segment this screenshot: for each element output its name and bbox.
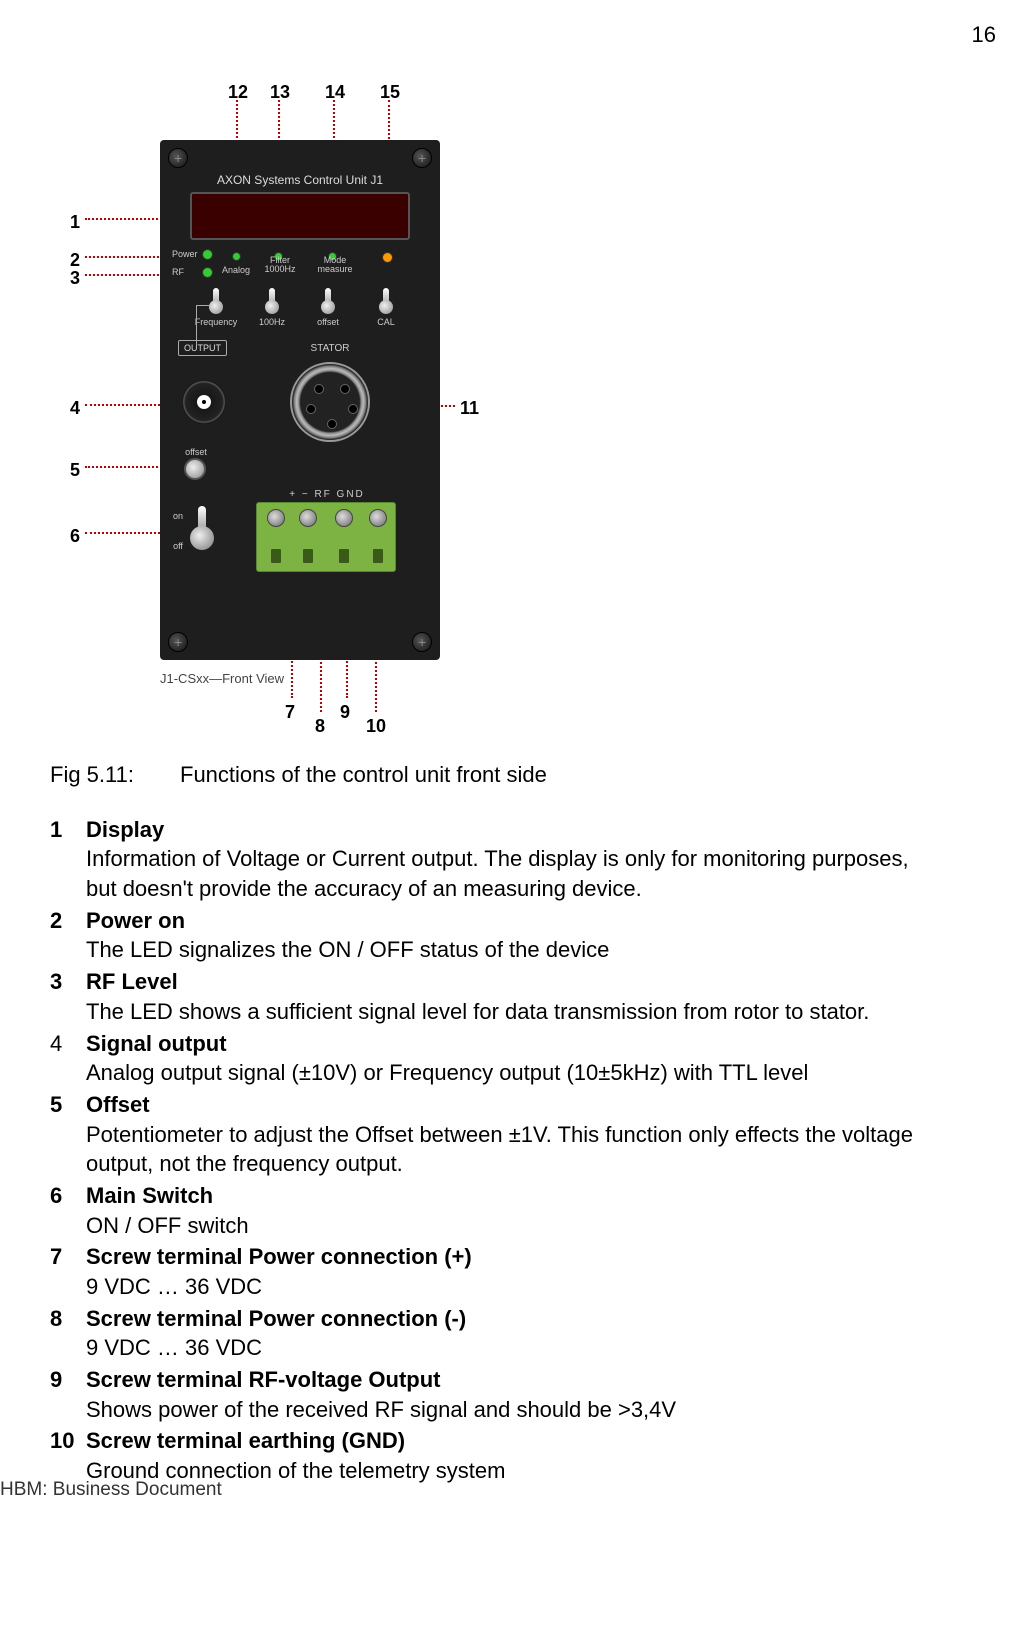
callout-11: 11 — [460, 396, 479, 420]
callout-7: 7 — [285, 700, 295, 724]
offset-sw-label: offset — [308, 316, 348, 328]
list-item: 2Power onThe LED signalizes the ON / OFF… — [50, 906, 936, 965]
cal-led-icon — [382, 252, 393, 263]
bnc-output-connector-icon — [182, 380, 226, 424]
page-number: 16 — [972, 20, 996, 50]
connector-line — [196, 305, 210, 306]
figure-caption: Fig 5.11: Functions of the control unit … — [50, 760, 976, 790]
callout-12: 12 — [228, 80, 248, 104]
callout-6: 6 — [70, 524, 80, 548]
front-view-label: J1-CSxx—Front View — [160, 670, 284, 688]
filter-switch — [264, 288, 280, 314]
offset-switch — [320, 288, 336, 314]
list-title: Offset — [86, 1092, 150, 1117]
cal-label: CAL — [368, 316, 404, 328]
output-box-label: OUTPUT — [178, 340, 227, 356]
display-window — [190, 192, 410, 240]
analog-label: Analog — [218, 264, 254, 276]
list-item: 9Screw terminal RF-voltage OutputShows p… — [50, 1365, 936, 1424]
list-title: Screw terminal Power connection (-) — [86, 1306, 466, 1331]
list-desc: 9 VDC … 36 VDC — [86, 1335, 262, 1360]
list-title: Main Switch — [86, 1183, 213, 1208]
callout-4: 4 — [70, 396, 80, 420]
list-title: Power on — [86, 908, 185, 933]
list-item: 6Main SwitchON / OFF switch — [50, 1181, 936, 1240]
list-desc: The LED signalizes the ON / OFF status o… — [86, 937, 609, 962]
analog-led-icon — [232, 252, 241, 261]
callout-1: 1 — [70, 210, 80, 234]
main-switch-icon — [190, 506, 214, 550]
offset-pot-label: offset — [178, 446, 214, 458]
list-item: 8Screw terminal Power connection (-)9 VD… — [50, 1304, 936, 1363]
figure-diagram: 12 13 14 15 1 2 3 4 5 6 11 7 8 9 10 AXON… — [60, 80, 530, 730]
list-desc: The LED shows a sufficient signal level … — [86, 999, 869, 1024]
list-desc: ON / OFF switch — [86, 1213, 249, 1238]
100hz-label: 100Hz — [250, 316, 294, 328]
caption-prefix: Fig 5.11: — [50, 760, 180, 790]
list-item: 7Screw terminal Power connection (+)9 VD… — [50, 1242, 936, 1301]
list-desc: Analog output signal (±10V) or Frequency… — [86, 1060, 808, 1085]
offset-pot-icon — [184, 458, 206, 480]
cal-switch — [378, 288, 394, 314]
list-item: 1DisplayInformation of Voltage or Curren… — [50, 815, 936, 904]
callout-15: 15 — [380, 80, 400, 104]
list-title: Screw terminal Power connection (+) — [86, 1244, 472, 1269]
list-title: Screw terminal earthing (GND) — [86, 1428, 405, 1453]
stator-label: STATOR — [300, 342, 360, 356]
callout-10: 10 — [366, 714, 386, 738]
list-title: RF Level — [86, 969, 178, 994]
callout-3: 3 — [70, 266, 80, 290]
off-label: off — [168, 540, 188, 552]
list-item: 4Signal outputAnalog output signal (±10V… — [50, 1029, 936, 1088]
callout-14: 14 — [325, 80, 345, 104]
list-title: Display — [86, 817, 164, 842]
panel-title: AXON Systems Control Unit J1 — [160, 172, 440, 188]
on-label: on — [168, 510, 188, 522]
frequency-switch — [208, 288, 224, 314]
list-item: 5OffsetPotentiometer to adjust the Offse… — [50, 1090, 936, 1179]
list-desc: Potentiometer to adjust the Offset betwe… — [86, 1122, 913, 1177]
control-unit-panel: AXON Systems Control Unit J1 Power RF An… — [160, 140, 440, 660]
list-desc: 9 VDC … 36 VDC — [86, 1274, 262, 1299]
list-item: 3RF LevelThe LED shows a sufficient sign… — [50, 967, 936, 1026]
power-led-icon — [202, 249, 213, 260]
power-label: Power — [172, 248, 198, 260]
list-title: Signal output — [86, 1031, 227, 1056]
callout-8: 8 — [315, 714, 325, 738]
terminal-header: + − RF GND — [262, 488, 392, 502]
stator-connector-icon — [290, 362, 370, 442]
connector-line — [196, 305, 197, 345]
filter-label: Filter1000Hz — [258, 256, 302, 274]
panel-screw-icon — [412, 148, 432, 168]
panel-screw-icon — [412, 632, 432, 652]
footer: HBM: Business Document — [0, 1477, 222, 1503]
panel-screw-icon — [168, 632, 188, 652]
rf-led-icon — [202, 267, 213, 278]
callout-13: 13 — [270, 80, 290, 104]
terminal-block-icon — [256, 502, 396, 572]
mode-label: Modemeasure — [310, 256, 360, 274]
list-desc: Information of Voltage or Current output… — [86, 846, 909, 901]
rf-label: RF — [172, 266, 198, 278]
callout-9: 9 — [340, 700, 350, 724]
callout-5: 5 — [70, 458, 80, 482]
panel-screw-icon — [168, 148, 188, 168]
caption-text: Functions of the control unit front side — [180, 760, 547, 790]
function-list: 1DisplayInformation of Voltage or Curren… — [50, 815, 936, 1486]
list-desc: Shows power of the received RF signal an… — [86, 1397, 676, 1422]
list-title: Screw terminal RF-voltage Output — [86, 1367, 441, 1392]
